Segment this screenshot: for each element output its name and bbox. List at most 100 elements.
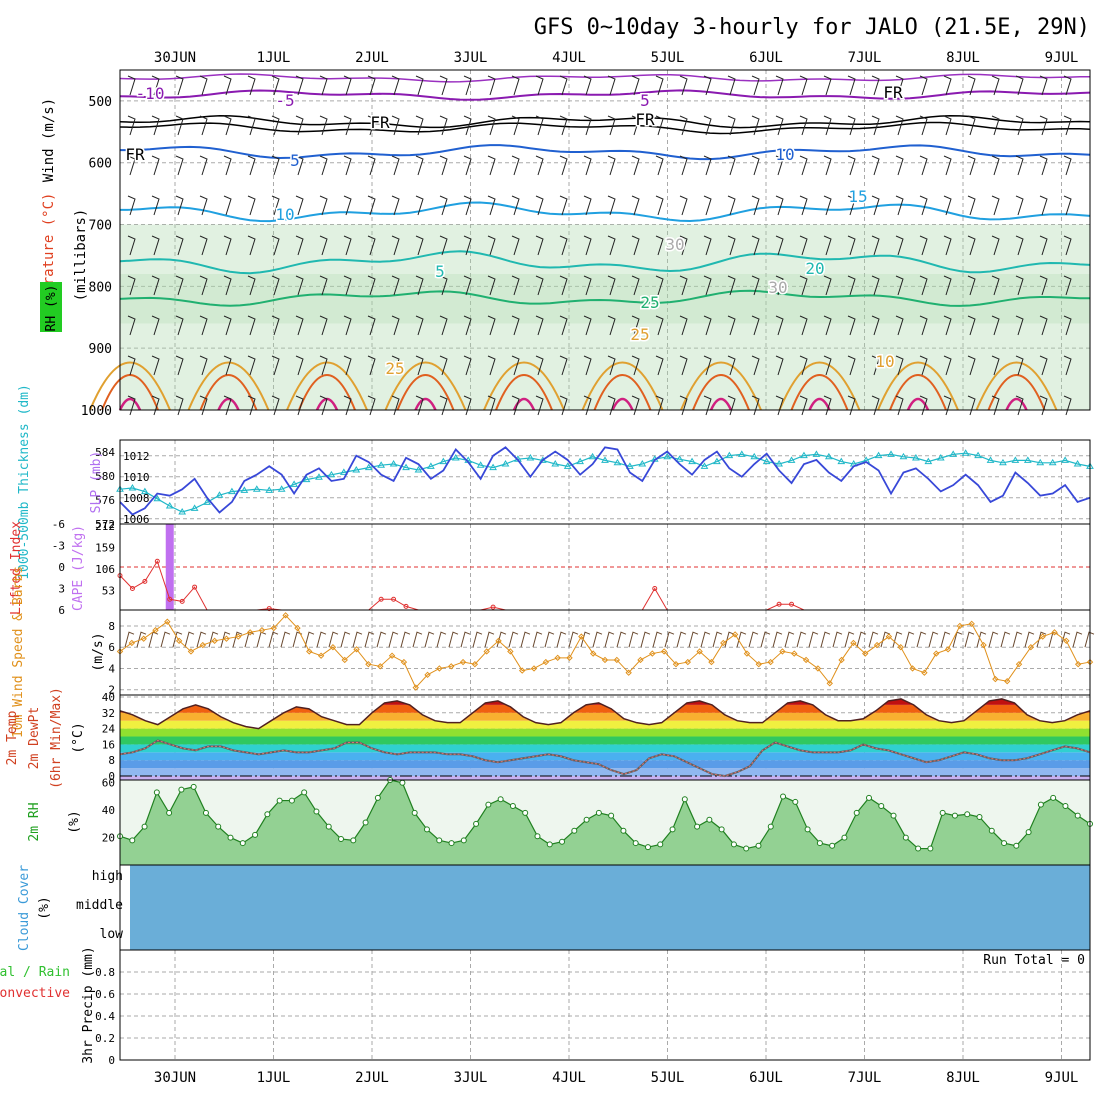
wind-barb [199,115,208,136]
date-label-top: 1JUL [257,50,291,66]
rh-point [129,837,136,844]
thickness-point [824,452,833,460]
wind-barb [223,315,232,336]
wind-speed-point [341,656,348,664]
wind-barb [175,355,184,376]
cape-tick: 53 [102,585,115,598]
wind-barb [535,75,544,96]
surface-wind-barb [172,631,183,648]
wind-barb [655,115,664,136]
wind-speed-point [743,650,751,657]
panel-frame [119,69,1091,411]
rh-point [964,811,971,818]
rh-point [743,845,750,852]
wind-speed-point [578,633,585,640]
wind-barb [127,275,136,296]
cape-tick: 159 [95,542,115,555]
wind-speed-point [862,650,869,657]
wind-tick: 8 [108,620,115,633]
thickness-point [775,460,783,467]
thickness-point [837,457,846,465]
wind-tick: 6 [108,641,115,654]
wind-barb [655,75,664,96]
surface-wind-barb [232,631,243,648]
wind-barb [871,235,880,256]
li-tick: -3 [52,540,65,553]
rh-tick: 20 [102,832,115,845]
wind-barb [175,315,184,336]
wind-speed-point [495,637,502,645]
date-label-bottom: 30JUN [154,1070,196,1086]
wind-barb [967,315,976,336]
wind-barb [367,115,376,136]
thickness-point [949,450,958,457]
rh-point [718,826,725,833]
surface-wind-barb [460,631,471,648]
wind-barb [487,195,496,216]
pressure-tick: 800 [89,280,112,295]
rh-point [865,794,872,801]
temp-tick: 0 [108,770,115,783]
contour-label: 10 [275,205,294,224]
wind-barb [991,355,1000,376]
surface-wind-barb [400,631,411,648]
rh-point [829,842,836,849]
rh-point [423,826,430,833]
hot-contour [611,397,634,411]
wind-barb [439,235,448,256]
wind-barb [511,355,520,376]
wind-barb [919,235,928,256]
rh-point [792,798,799,805]
warm-contour [89,361,171,411]
wind-barb [799,155,808,176]
wind-barb [823,75,832,96]
wind-barb [991,155,1000,176]
slp-tick: 1010 [123,471,150,484]
wind-barb [703,115,712,136]
hot-contour [217,397,240,411]
contour-label: FR [635,110,655,129]
hot-contour [709,397,733,411]
rh-point [153,789,160,796]
wind-barb [367,155,376,176]
wind-barb [151,275,160,296]
wind-barb [583,235,592,256]
wind-barb [631,115,640,136]
wind-barb [703,235,712,256]
lifted-index-point [129,586,135,591]
rh-point [276,797,283,804]
wind-barb [319,235,328,256]
thickness-point [725,451,734,459]
thickness-point [128,484,137,491]
surface-wind-barb [952,631,963,648]
contour-label: 10 [875,352,894,371]
wind-barb [799,235,808,256]
wind-barb [583,275,592,296]
rh-point [1062,803,1069,810]
wind-barb [223,115,232,136]
wind-barb [295,355,304,376]
wind-barb [895,75,904,96]
wind-speed-point [814,665,822,672]
wind-barb [319,115,328,136]
wind-barb [247,275,256,296]
precip-tick: 0.8 [95,966,115,979]
wind-barb [391,75,400,96]
lifted-index-point [403,603,409,609]
wind-barb [1039,355,1048,376]
wind-barb [967,155,976,176]
wind-barb [607,275,616,296]
wind-barb [1039,235,1048,256]
date-label-bottom: 1JUL [257,1070,291,1086]
wind-barb [655,315,664,336]
wind-barb [991,275,1000,296]
surface-wind-barb [1072,631,1083,648]
wind-barb [895,115,904,136]
wind-speed-point [850,639,857,647]
thickness-point [787,456,796,463]
wind-barb [415,155,424,176]
li-tick: 3 [58,583,65,596]
thickness-point [800,451,808,459]
surface-wind-barb [808,631,819,648]
